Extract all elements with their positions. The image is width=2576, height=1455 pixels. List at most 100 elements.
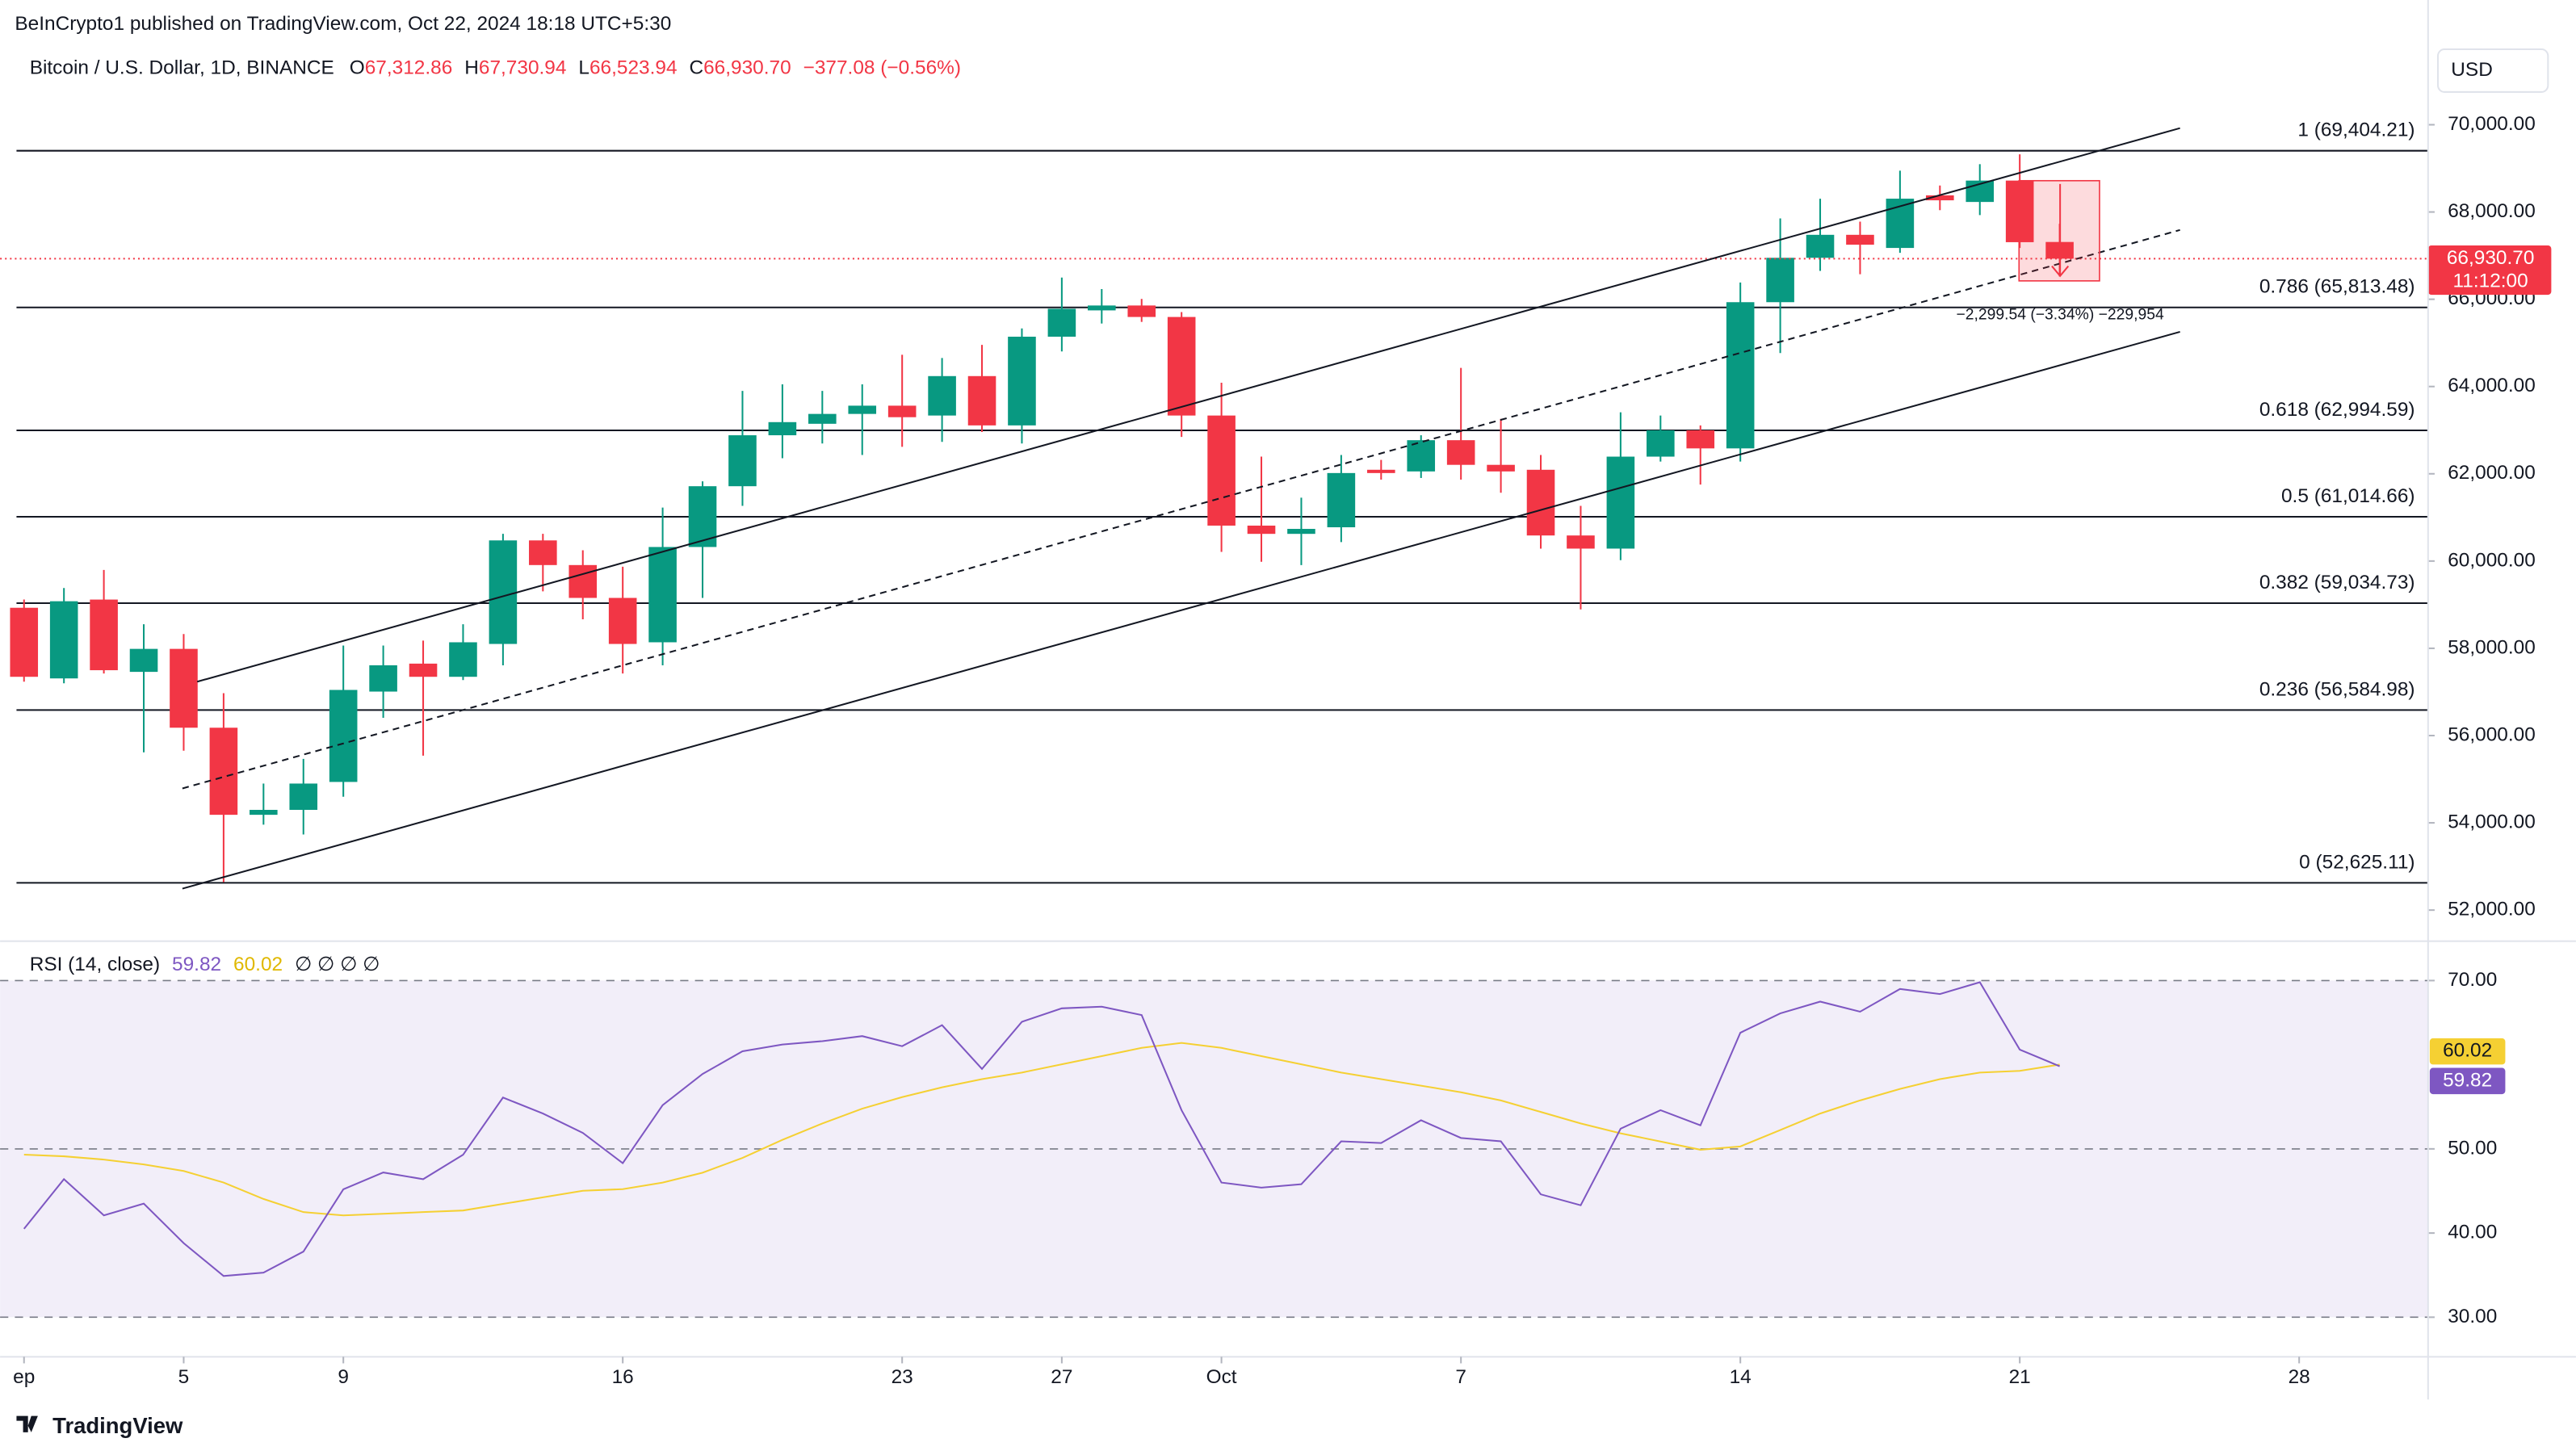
candle-body: [808, 413, 837, 424]
x-tick-label: 27: [1051, 1366, 1072, 1388]
rsi-line: [23, 981, 2060, 1277]
fib-label: 0.382 (59,034.73): [2259, 572, 2415, 593]
fib-label: 1 (69,404.21): [2297, 120, 2414, 141]
last-price-box: [2427, 245, 2552, 296]
ohlc-value: 66,930.70: [703, 57, 791, 79]
candle-body: [1846, 234, 1874, 245]
ohlc-key: O: [350, 57, 365, 79]
measure-arrow-head: [2051, 265, 2070, 278]
last-price-label: 66,930.70: [2447, 247, 2535, 269]
rsi-value-label: 60.02: [2443, 1040, 2492, 1062]
candle-body: [1287, 529, 1315, 535]
candle-body: [1327, 472, 1356, 528]
y-tick-label: 40.00: [2448, 1222, 2497, 1243]
candle-body: [1247, 525, 1276, 535]
y-tick-label: 68,000.00: [2448, 200, 2536, 222]
price-pane: 52,000.00 54,000.00 56,000.00 58,000.00 60,0…: [0, 113, 2552, 920]
rsi-flags: ∅ ∅ ∅ ∅: [295, 954, 380, 976]
x-tick-label: 28: [2289, 1366, 2310, 1388]
x-tick-label: 9: [338, 1366, 349, 1388]
currency-box[interactable]: [2437, 48, 2549, 93]
rsi-value-box: [2429, 1067, 2506, 1095]
rsi-legend: RSI (14, close) 59.82 60.02 ∅ ∅ ∅ ∅: [30, 954, 380, 976]
y-tick-label: 56,000.00: [2448, 723, 2536, 745]
logo: TradingView: [16, 1413, 183, 1438]
candle-body: [688, 486, 717, 547]
candle-body: [1526, 469, 1555, 536]
candle-body: [129, 648, 158, 673]
y-tick-label: 70.00: [2448, 969, 2497, 991]
candle-body: [728, 435, 757, 487]
candle-body: [1606, 456, 1635, 549]
candle-body: [289, 783, 318, 811]
fib-label: 0.236 (56,584.98): [2259, 678, 2415, 700]
logo-mark: [16, 1415, 38, 1432]
x-tick-label: 23: [892, 1366, 913, 1388]
candle-body: [1088, 305, 1116, 311]
rsi-value: 59.82: [172, 954, 221, 976]
candle-body: [329, 690, 358, 782]
candle-body: [1008, 336, 1036, 426]
currency[interactable]: USD: [2451, 59, 2493, 81]
candle-body: [1407, 440, 1436, 472]
ohlc-key: C: [689, 57, 703, 79]
brand: TradingView: [52, 1413, 183, 1438]
publisher: BeInCrypto1 published on TradingView.com…: [15, 13, 671, 35]
candle-body: [2005, 180, 2034, 242]
candle-body: [887, 405, 917, 417]
fib-label: 0.786 (65,813.48): [2259, 276, 2415, 298]
x-tick-label: ep: [13, 1366, 35, 1388]
change: −377.08 (−0.56%): [803, 57, 961, 79]
channel-upper: [196, 127, 2180, 683]
candle-body: [1367, 469, 1395, 473]
candle-body: [568, 564, 598, 598]
fib-label: 0 (52,625.11): [2299, 851, 2414, 873]
candle-body: [49, 601, 78, 679]
candle-body: [1487, 464, 1515, 472]
channel-lower: [182, 330, 2180, 890]
countdown: 11:12:00: [2453, 270, 2528, 291]
candle-body: [1446, 440, 1475, 465]
candle-body: [489, 540, 518, 644]
y-tick-label: 30.00: [2448, 1306, 2497, 1327]
measure-label: −2,299.54 (−3.34%) −229,954: [1957, 307, 2164, 324]
candle-body: [1207, 415, 1236, 526]
y-tick-label: 52,000.00: [2448, 899, 2536, 920]
candle-body: [967, 375, 996, 426]
candle-body: [1647, 430, 1675, 457]
candle-body: [648, 547, 677, 643]
candle-body: [1127, 305, 1156, 317]
candle-body: [449, 642, 477, 677]
y-tick-label: 64,000.00: [2448, 375, 2536, 396]
candle-body: [10, 607, 39, 677]
candle-body: [209, 728, 238, 816]
candle-body: [1567, 535, 1595, 549]
x-tick-label: 7: [1455, 1366, 1466, 1388]
ohlc-value: 66,523.94: [589, 57, 678, 79]
candle-body: [369, 665, 397, 692]
candle-body: [90, 599, 118, 671]
rsi-line: [23, 1042, 2060, 1217]
candle-body: [1686, 430, 1715, 449]
y-tick-label: 60,000.00: [2448, 549, 2536, 571]
candle-body: [1806, 234, 1835, 258]
x-tick-label: 14: [1730, 1366, 1752, 1388]
ohlc-key: L: [578, 57, 589, 79]
candle-body: [608, 598, 637, 644]
candle-body: [1047, 308, 1076, 337]
candle-body: [529, 540, 557, 565]
candle-body: [768, 421, 797, 436]
fib-label: 0.5 (61,014.66): [2281, 485, 2415, 507]
ohlc-key: H: [464, 57, 479, 79]
symbol-legend: Bitcoin / U.S. Dollar, 1D, BINANCE O67,3…: [30, 57, 961, 79]
y-tick-label: 70,000.00: [2448, 113, 2536, 135]
candle-body: [928, 375, 956, 416]
x-tick-label: 21: [2009, 1366, 2031, 1388]
y-tick-label: 54,000.00: [2448, 811, 2536, 833]
candle-body: [170, 648, 198, 728]
x-tick-label: Oct: [1206, 1366, 1237, 1388]
candle-body: [409, 663, 438, 677]
rsi-value-box: [2429, 1038, 2506, 1065]
